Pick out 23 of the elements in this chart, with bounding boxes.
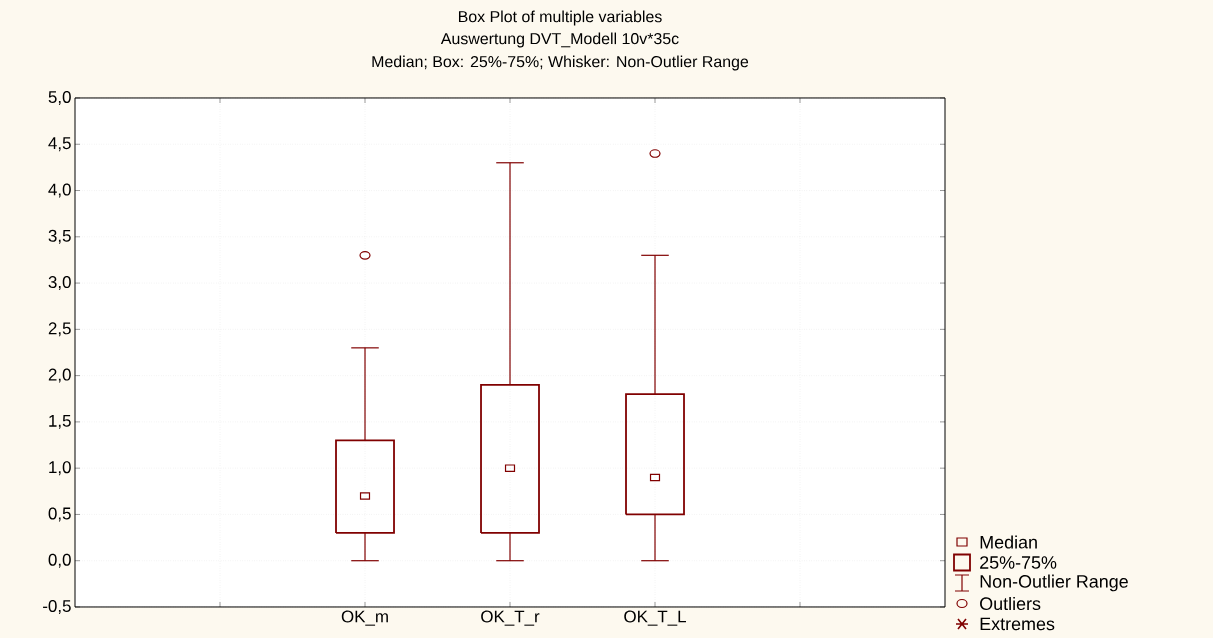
y-tick-label: 0,5: [48, 507, 71, 522]
text: Median; Box: 25%-75%; Whisker: Non-Outlier Range: [372, 55, 749, 71]
y-tick-label: 2,0: [48, 368, 71, 383]
x-tick-label: OK_m: [341, 610, 388, 626]
y-tick-label: 3,0: [48, 276, 71, 291]
chart-subtitle: Auswertung DVT_Modell 10v*35c: [440, 32, 679, 48]
text: Non-Outlier Range: [980, 574, 1128, 592]
x-tick-label: OK_T_r: [481, 610, 540, 626]
y-tick-label: 1,5: [49, 414, 71, 429]
text: 25%-75%: [980, 556, 1057, 569]
y-tick-label: 4,5: [48, 137, 71, 152]
text: Extremes: [980, 617, 1055, 631]
y-tick-label: 1,0: [49, 461, 71, 476]
y-tick-label: 5,0: [48, 90, 71, 105]
y-tick-label: 2,5: [48, 322, 71, 337]
y-tick-label: 0,0: [48, 553, 71, 568]
y-tick-label: -0,5: [43, 599, 71, 614]
chart-title: Box Plot of multiple variables: [458, 10, 662, 26]
y-tick-label: 3,5: [48, 229, 71, 244]
y-tick-label: 4,0: [48, 183, 71, 198]
text: Outliers: [980, 596, 1041, 611]
text: Median: [980, 535, 1037, 549]
x-tick-label: OK_T_L: [624, 610, 686, 626]
